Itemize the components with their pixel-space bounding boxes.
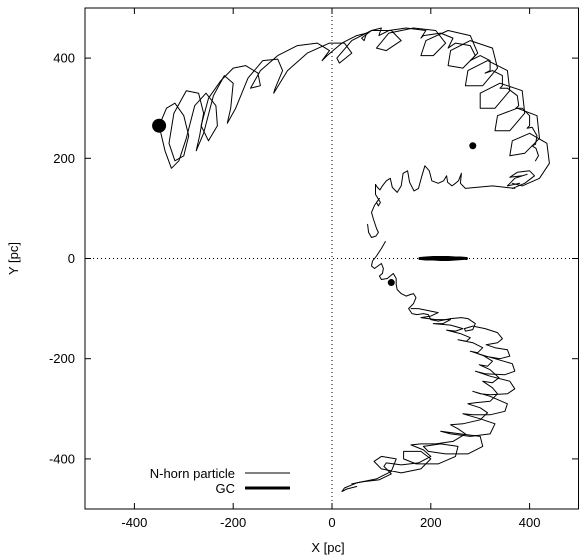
x-tick-label: -200 <box>220 515 246 530</box>
x-tick-label: 400 <box>519 515 541 530</box>
y-tick-label: 200 <box>53 151 75 166</box>
small-position-marker <box>387 279 395 287</box>
n-horn-particle-path <box>341 241 516 492</box>
y-tick-label: -200 <box>49 351 75 366</box>
legend-label-gc: GC <box>216 481 236 496</box>
series-layer <box>158 27 550 492</box>
x-tick-label: 200 <box>420 515 442 530</box>
x-tick-label: 0 <box>328 515 335 530</box>
y-tick-label: -400 <box>49 451 75 466</box>
legend-label-n-horn: N-horn particle <box>150 466 235 481</box>
n-horn-particle-path <box>367 165 516 238</box>
n-horn-particle-path <box>351 308 500 485</box>
large-position-marker <box>152 118 167 133</box>
small-position-marker <box>469 142 477 150</box>
tick-labels: -400 -200 0 200 400 -400 -200 0 200 400 <box>49 51 540 530</box>
marker-layer <box>152 118 477 287</box>
legend: N-horn particle GC <box>150 466 290 496</box>
gc-orbit-path <box>419 257 465 261</box>
axis-ticks <box>85 8 578 509</box>
y-axis-label: Y [pc] <box>6 242 21 275</box>
y-tick-label: 0 <box>68 251 75 266</box>
n-horn-particle-path <box>158 27 550 187</box>
x-axis-label: X [pc] <box>311 540 344 555</box>
y-tick-label: 400 <box>53 51 75 66</box>
x-tick-label: -400 <box>121 515 147 530</box>
n-horn-particle-path <box>506 170 535 189</box>
n-horn-particle-path <box>158 27 539 169</box>
